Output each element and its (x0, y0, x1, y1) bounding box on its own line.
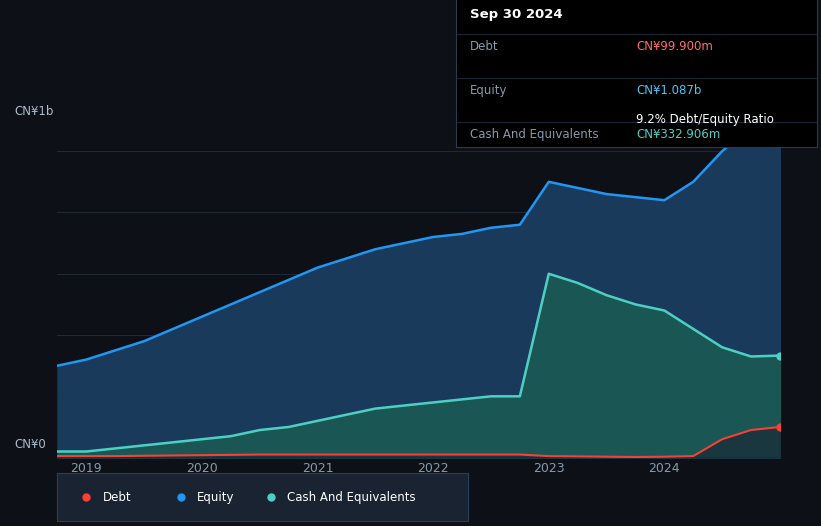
Text: Cash And Equivalents: Cash And Equivalents (470, 128, 599, 141)
Text: Equity: Equity (470, 84, 507, 97)
Text: Equity: Equity (197, 491, 235, 503)
Text: Sep 30 2024: Sep 30 2024 (470, 8, 562, 22)
Text: Cash And Equivalents: Cash And Equivalents (287, 491, 416, 503)
Text: Debt: Debt (103, 491, 131, 503)
Text: CN¥99.900m: CN¥99.900m (636, 40, 713, 53)
Text: 9.2% Debt/Equity Ratio: 9.2% Debt/Equity Ratio (636, 113, 774, 126)
Text: CN¥1b: CN¥1b (14, 105, 53, 118)
Text: CN¥0: CN¥0 (14, 438, 46, 451)
Text: CN¥1.087b: CN¥1.087b (636, 84, 702, 97)
Text: Debt: Debt (470, 40, 498, 53)
Text: CN¥332.906m: CN¥332.906m (636, 128, 721, 141)
